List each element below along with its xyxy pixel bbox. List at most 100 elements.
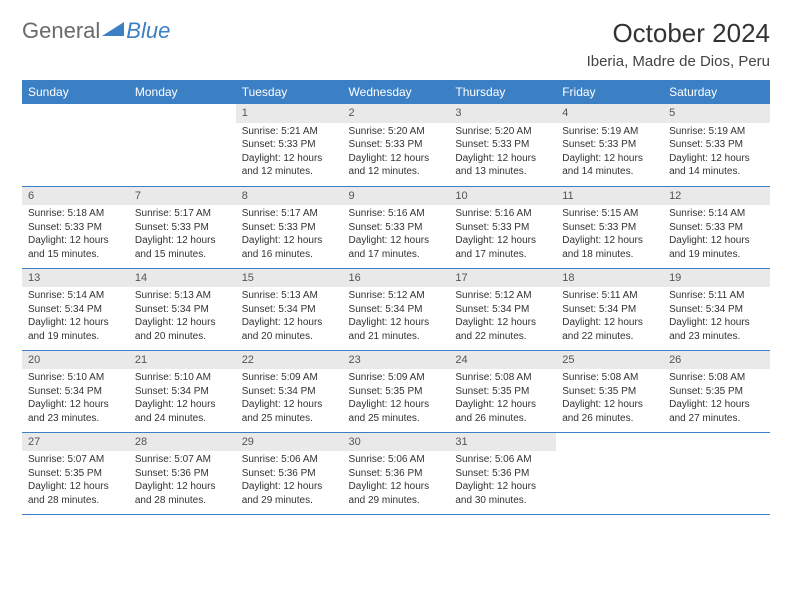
daylight-text: Daylight: 12 hours and 26 minutes. [455,398,550,425]
sunset-text: Sunset: 5:33 PM [242,138,337,152]
daylight-text: Daylight: 12 hours and 15 minutes. [28,234,123,261]
sunrise-text: Sunrise: 5:06 AM [349,453,444,467]
sunset-text: Sunset: 5:36 PM [135,467,230,481]
daylight-text: Daylight: 12 hours and 25 minutes. [242,398,337,425]
sunset-text: Sunset: 5:35 PM [28,467,123,481]
weekday-header: Saturday [663,80,770,104]
daylight-text: Daylight: 12 hours and 23 minutes. [28,398,123,425]
sunrise-text: Sunrise: 5:07 AM [135,453,230,467]
calendar-week-row: 20Sunrise: 5:10 AMSunset: 5:34 PMDayligh… [22,350,770,432]
day-number: 6 [22,187,129,206]
sunset-text: Sunset: 5:35 PM [455,385,550,399]
calendar-day-cell [663,432,770,514]
brand-triangle-icon [102,18,124,44]
daylight-text: Daylight: 12 hours and 14 minutes. [562,152,657,179]
calendar-day-cell: 3Sunrise: 5:20 AMSunset: 5:33 PMDaylight… [449,104,556,186]
day-number: 17 [449,269,556,288]
daylight-text: Daylight: 12 hours and 22 minutes. [562,316,657,343]
daylight-text: Daylight: 12 hours and 20 minutes. [135,316,230,343]
calendar-day-cell: 6Sunrise: 5:18 AMSunset: 5:33 PMDaylight… [22,186,129,268]
calendar-day-cell: 22Sunrise: 5:09 AMSunset: 5:34 PMDayligh… [236,350,343,432]
day-number: 19 [663,269,770,288]
day-number: 30 [343,433,450,452]
daylight-text: Daylight: 12 hours and 17 minutes. [455,234,550,261]
sunset-text: Sunset: 5:34 PM [562,303,657,317]
calendar-day-cell: 15Sunrise: 5:13 AMSunset: 5:34 PMDayligh… [236,268,343,350]
day-number: 29 [236,433,343,452]
weekday-header: Monday [129,80,236,104]
calendar-day-cell: 19Sunrise: 5:11 AMSunset: 5:34 PMDayligh… [663,268,770,350]
page-header: General Blue October 2024 Iberia, Madre … [22,18,770,70]
day-number: 3 [449,104,556,123]
daylight-text: Daylight: 12 hours and 12 minutes. [242,152,337,179]
day-details: Sunrise: 5:19 AMSunset: 5:33 PMDaylight:… [663,123,770,183]
weekday-header: Sunday [22,80,129,104]
day-number: 20 [22,351,129,370]
day-number: 24 [449,351,556,370]
day-details: Sunrise: 5:08 AMSunset: 5:35 PMDaylight:… [449,369,556,429]
sunset-text: Sunset: 5:34 PM [28,385,123,399]
day-details: Sunrise: 5:09 AMSunset: 5:34 PMDaylight:… [236,369,343,429]
sunset-text: Sunset: 5:33 PM [349,138,444,152]
daylight-text: Daylight: 12 hours and 23 minutes. [669,316,764,343]
sunset-text: Sunset: 5:33 PM [669,138,764,152]
calendar-day-cell: 18Sunrise: 5:11 AMSunset: 5:34 PMDayligh… [556,268,663,350]
daylight-text: Daylight: 12 hours and 20 minutes. [242,316,337,343]
sunrise-text: Sunrise: 5:09 AM [349,371,444,385]
sunset-text: Sunset: 5:34 PM [242,303,337,317]
calendar-day-cell: 29Sunrise: 5:06 AMSunset: 5:36 PMDayligh… [236,432,343,514]
day-number: 9 [343,187,450,206]
weekday-header: Tuesday [236,80,343,104]
calendar-day-cell: 26Sunrise: 5:08 AMSunset: 5:35 PMDayligh… [663,350,770,432]
sunrise-text: Sunrise: 5:09 AM [242,371,337,385]
calendar-day-cell: 7Sunrise: 5:17 AMSunset: 5:33 PMDaylight… [129,186,236,268]
sunset-text: Sunset: 5:34 PM [28,303,123,317]
calendar-week-row: 1Sunrise: 5:21 AMSunset: 5:33 PMDaylight… [22,104,770,186]
daylight-text: Daylight: 12 hours and 28 minutes. [28,480,123,507]
day-number: 8 [236,187,343,206]
calendar-day-cell: 31Sunrise: 5:06 AMSunset: 5:36 PMDayligh… [449,432,556,514]
daylight-text: Daylight: 12 hours and 27 minutes. [669,398,764,425]
sunrise-text: Sunrise: 5:16 AM [349,207,444,221]
sunset-text: Sunset: 5:34 PM [135,303,230,317]
calendar-day-cell: 4Sunrise: 5:19 AMSunset: 5:33 PMDaylight… [556,104,663,186]
day-details: Sunrise: 5:08 AMSunset: 5:35 PMDaylight:… [663,369,770,429]
sunrise-text: Sunrise: 5:21 AM [242,125,337,139]
day-details: Sunrise: 5:06 AMSunset: 5:36 PMDaylight:… [343,451,450,511]
daylight-text: Daylight: 12 hours and 22 minutes. [455,316,550,343]
day-details: Sunrise: 5:12 AMSunset: 5:34 PMDaylight:… [449,287,556,347]
sunset-text: Sunset: 5:33 PM [349,221,444,235]
daylight-text: Daylight: 12 hours and 18 minutes. [562,234,657,261]
day-number: 2 [343,104,450,123]
sunrise-text: Sunrise: 5:20 AM [455,125,550,139]
day-number: 22 [236,351,343,370]
sunrise-text: Sunrise: 5:18 AM [28,207,123,221]
daylight-text: Daylight: 12 hours and 28 minutes. [135,480,230,507]
day-details: Sunrise: 5:08 AMSunset: 5:35 PMDaylight:… [556,369,663,429]
daylight-text: Daylight: 12 hours and 19 minutes. [669,234,764,261]
day-number: 27 [22,433,129,452]
calendar-day-cell: 23Sunrise: 5:09 AMSunset: 5:35 PMDayligh… [343,350,450,432]
day-number: 23 [343,351,450,370]
daylight-text: Daylight: 12 hours and 29 minutes. [349,480,444,507]
day-details: Sunrise: 5:07 AMSunset: 5:36 PMDaylight:… [129,451,236,511]
day-number: 14 [129,269,236,288]
day-details: Sunrise: 5:07 AMSunset: 5:35 PMDaylight:… [22,451,129,511]
day-details: Sunrise: 5:06 AMSunset: 5:36 PMDaylight:… [236,451,343,511]
daylight-text: Daylight: 12 hours and 21 minutes. [349,316,444,343]
day-details: Sunrise: 5:20 AMSunset: 5:33 PMDaylight:… [449,123,556,183]
day-details: Sunrise: 5:06 AMSunset: 5:36 PMDaylight:… [449,451,556,511]
calendar-header: SundayMondayTuesdayWednesdayThursdayFrid… [22,80,770,104]
day-details: Sunrise: 5:16 AMSunset: 5:33 PMDaylight:… [343,205,450,265]
sunrise-text: Sunrise: 5:08 AM [669,371,764,385]
calendar-day-cell: 30Sunrise: 5:06 AMSunset: 5:36 PMDayligh… [343,432,450,514]
sunrise-text: Sunrise: 5:07 AM [28,453,123,467]
day-details: Sunrise: 5:21 AMSunset: 5:33 PMDaylight:… [236,123,343,183]
weekday-header: Friday [556,80,663,104]
sunrise-text: Sunrise: 5:15 AM [562,207,657,221]
calendar-day-cell [22,104,129,186]
sunrise-text: Sunrise: 5:12 AM [349,289,444,303]
day-details: Sunrise: 5:11 AMSunset: 5:34 PMDaylight:… [556,287,663,347]
calendar-day-cell: 13Sunrise: 5:14 AMSunset: 5:34 PMDayligh… [22,268,129,350]
brand-part2: Blue [126,18,170,44]
